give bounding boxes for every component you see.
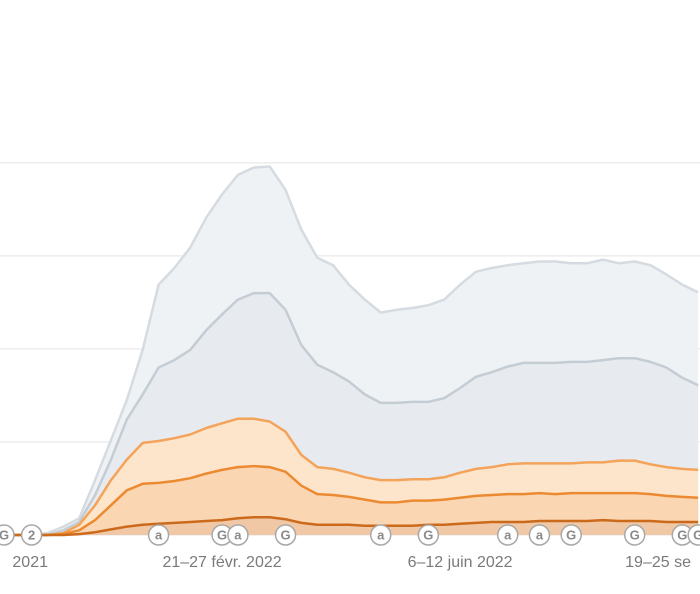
annotation-marker — [20, 524, 43, 546]
annotation-marker — [274, 524, 297, 546]
annotation-label: a — [377, 527, 385, 542]
annotation-label: G — [217, 527, 227, 542]
annotation-label: G — [423, 527, 433, 542]
x-tick-label: 19–25 se — [625, 554, 691, 571]
annotation-label: G — [280, 527, 290, 542]
x-tick-label: 6–12 juin 2022 — [408, 554, 513, 571]
annotation-marker — [417, 524, 440, 546]
annotation-label: 2 — [28, 527, 35, 542]
line — [0, 516, 699, 537]
annotation-label: G — [566, 527, 576, 542]
annotation-label: a — [234, 527, 242, 542]
annotation-label: a — [155, 527, 163, 542]
annotation-marker — [560, 524, 582, 546]
annotation-marker — [623, 524, 646, 546]
annotation-marker — [687, 524, 700, 546]
x-tick-label: 21–27 févr. 2022 — [162, 554, 281, 571]
annotation-label: G — [677, 527, 687, 542]
annotation-label: G — [0, 527, 9, 542]
annotation-marker — [528, 524, 551, 546]
annotation-label: G — [693, 527, 700, 542]
x-tick-label: 2021 — [12, 554, 48, 571]
line — [0, 165, 699, 537]
line — [0, 464, 699, 537]
line — [0, 417, 699, 537]
annotation-label: G — [630, 527, 640, 542]
annotation-marker — [370, 524, 392, 546]
annotation-label: a — [504, 527, 512, 542]
area — [0, 517, 699, 535]
annotation-marker — [147, 524, 170, 546]
annotation-label: a — [536, 527, 544, 542]
line — [0, 291, 699, 537]
annotation-marker — [227, 524, 249, 546]
annotation-marker — [496, 524, 519, 546]
area — [0, 466, 699, 535]
annotation-marker — [0, 524, 15, 546]
